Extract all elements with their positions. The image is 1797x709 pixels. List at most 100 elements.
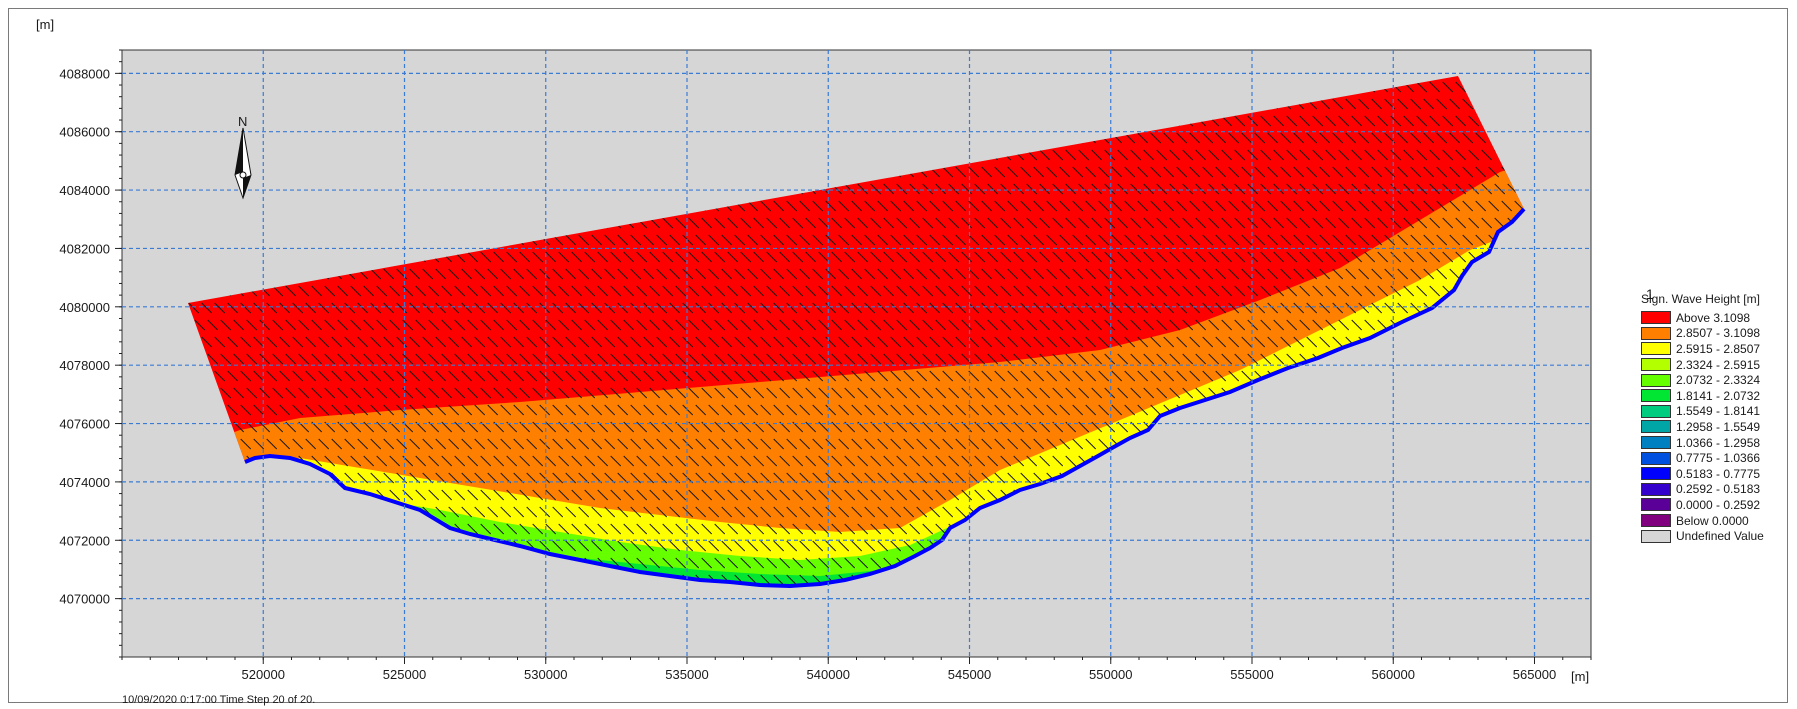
wave-arrow (1124, 404, 1136, 416)
wave-arrow (662, 557, 674, 569)
wave-arrow (311, 319, 323, 331)
wave-arrow (857, 353, 869, 365)
wave-arrow (864, 404, 876, 416)
wave-arrow (331, 336, 343, 348)
wave-arrow (1442, 149, 1454, 161)
wave-arrow (1221, 251, 1233, 263)
wave-arrow (909, 353, 921, 365)
wave-arrow (500, 404, 512, 416)
wave-arrow (500, 370, 512, 382)
wave-arrow (740, 523, 752, 535)
wave-arrow (721, 302, 733, 314)
wave-arrow (922, 251, 934, 263)
wave-arrow (935, 523, 947, 535)
wave-arrow (597, 319, 609, 331)
wave-arrow (545, 421, 557, 433)
wave-arrow (1254, 200, 1266, 212)
wave-arrow (1384, 200, 1396, 212)
wave-arrow (591, 370, 603, 382)
wave-arrow (1254, 234, 1266, 246)
wave-arrow (1228, 268, 1240, 280)
wave-arrow (1247, 353, 1259, 365)
wave-arrow (974, 319, 986, 331)
wave-arrow (1124, 336, 1136, 348)
wave-arrow (760, 234, 772, 246)
y-tick-label: 4072000 (59, 533, 110, 548)
wave-arrow (1065, 149, 1077, 161)
wave-arrow (220, 353, 232, 365)
wave-arrow (318, 438, 330, 450)
wave-arrow (1013, 421, 1025, 433)
wave-arrow (721, 404, 733, 416)
wave-arrow (1000, 455, 1012, 467)
wave-arrow (825, 234, 837, 246)
wave-arrow (727, 489, 739, 501)
wave-arrow (526, 302, 538, 314)
wave-arrow (480, 251, 492, 263)
wave-arrow (324, 455, 336, 467)
wave-arrow (357, 302, 369, 314)
wave-arrow (714, 421, 726, 433)
wave-arrow (532, 523, 544, 535)
wave-arrow (610, 523, 622, 535)
wave-arrow (844, 523, 856, 535)
x-tick-label: 540000 (807, 667, 850, 682)
wave-arrow (1293, 200, 1305, 212)
wave-arrow (500, 268, 512, 280)
wave-arrow (311, 387, 323, 399)
wave-arrow (584, 489, 596, 501)
wave-arrow (903, 472, 915, 484)
wave-arrow (1215, 370, 1227, 382)
wave-arrow (1267, 132, 1279, 144)
wave-arrow (532, 455, 544, 467)
wave-arrow (1156, 285, 1168, 297)
wave-arrow (1182, 353, 1194, 365)
wave-arrow (1475, 200, 1487, 212)
wave-arrow (1228, 302, 1240, 314)
wave-arrow (1026, 285, 1038, 297)
wave-arrow (441, 489, 453, 501)
wave-arrow (584, 455, 596, 467)
wave-arrow (799, 438, 811, 450)
wave-arrow (1169, 217, 1181, 229)
legend-item: 2.5915 - 2.8507 (1641, 341, 1793, 357)
wave-arrow (1325, 217, 1337, 229)
wave-arrow (1104, 285, 1116, 297)
wave-arrow (1449, 98, 1461, 110)
wave-arrow (773, 370, 785, 382)
wave-arrow (578, 404, 590, 416)
wave-arrow (1260, 353, 1272, 365)
wave-arrow (968, 302, 980, 314)
wave-arrow (656, 234, 668, 246)
wave-arrow (1215, 132, 1227, 144)
wave-arrow (1312, 319, 1324, 331)
wave-arrow (1033, 268, 1045, 280)
wave-arrow (695, 302, 707, 314)
wave-arrow (1273, 251, 1285, 263)
wave-arrow (1065, 217, 1077, 229)
wave-arrow (1007, 268, 1019, 280)
wave-arrow (1013, 387, 1025, 399)
wave-arrow (1364, 183, 1376, 195)
wave-arrow (1059, 166, 1071, 178)
wave-arrow (857, 557, 869, 569)
wave-arrow (955, 268, 967, 280)
wave-arrow (1065, 183, 1077, 195)
wave-arrow (1026, 251, 1038, 263)
wave-arrow (708, 336, 720, 348)
shoreline-shallow-band (244, 207, 1526, 589)
wave-arrow (851, 438, 863, 450)
wave-arrow (1039, 387, 1051, 399)
wave-arrow (974, 455, 986, 467)
wave-arrow (896, 387, 908, 399)
wave-arrow (1046, 200, 1058, 212)
wave-arrow (1299, 115, 1311, 127)
wave-arrow (662, 217, 674, 229)
wave-arrow (344, 302, 356, 314)
wave-arrow (1332, 98, 1344, 110)
wave-arrow (532, 319, 544, 331)
wave-arrow (1104, 149, 1116, 161)
wave-arrow (1332, 200, 1344, 212)
wave-arrow (883, 455, 895, 467)
wave-arrow (571, 251, 583, 263)
